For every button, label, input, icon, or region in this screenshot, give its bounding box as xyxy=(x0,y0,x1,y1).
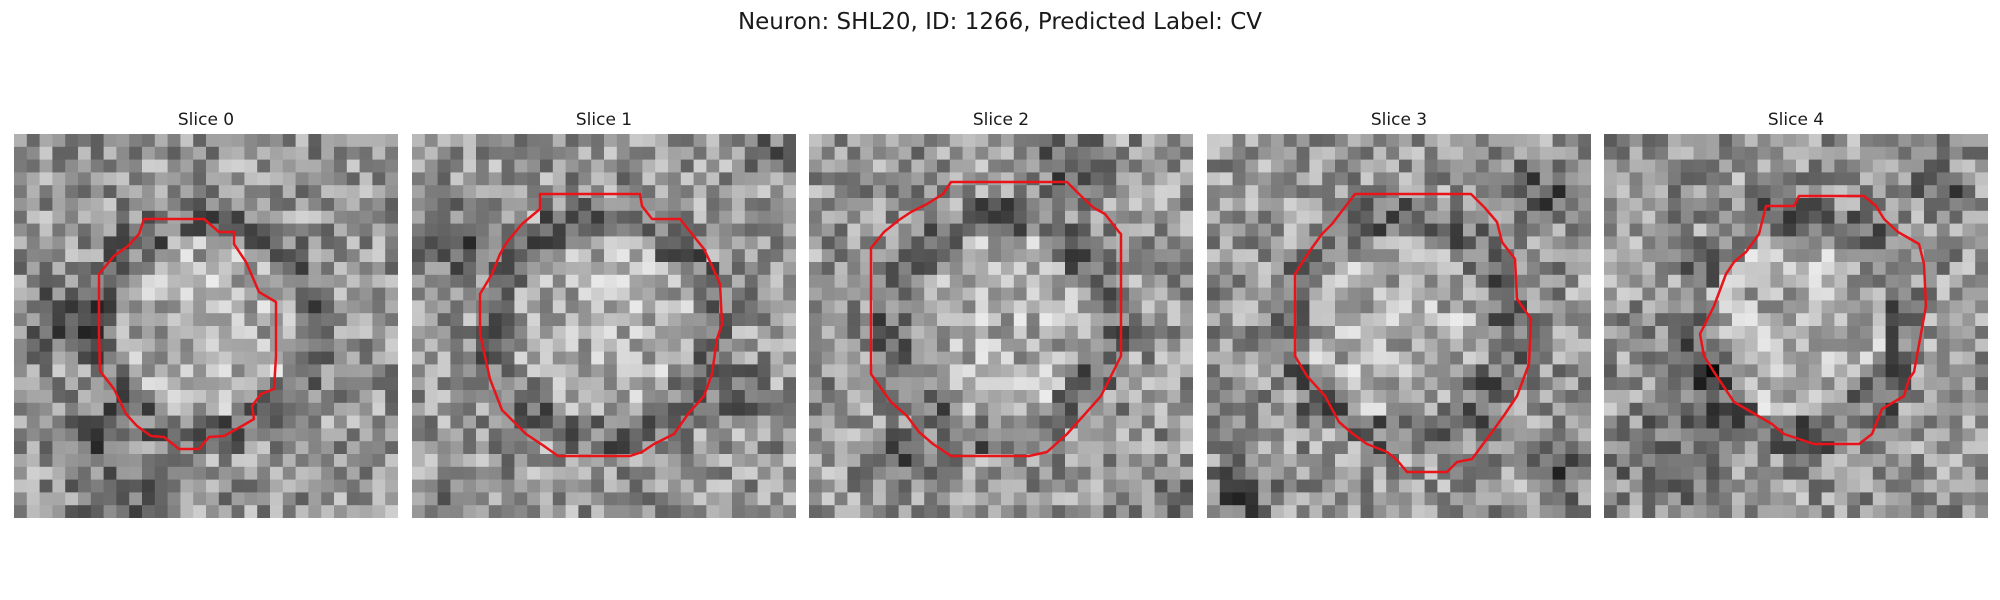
segmentation-contour-4 xyxy=(1698,194,1928,446)
segmentation-contour-3 xyxy=(1293,192,1533,474)
slice-title-1: Slice 1 xyxy=(575,110,633,130)
segmentation-contour-0 xyxy=(97,217,278,451)
slice-image-2 xyxy=(809,134,1193,518)
figure-title: Neuron: SHL20, ID: 1266, Predicted Label… xyxy=(737,9,1263,35)
slice-panel-2: Slice 2 xyxy=(809,108,1193,518)
grayscale-patch-1 xyxy=(412,134,796,518)
slice-panel-0: Slice 0 xyxy=(14,108,398,518)
slice-panel-3: Slice 3 xyxy=(1207,108,1591,518)
slice-title-0: Slice 0 xyxy=(177,110,235,130)
grayscale-patch-3 xyxy=(1207,134,1591,518)
grayscale-patch-2 xyxy=(809,134,1193,518)
slice-title-4: Slice 4 xyxy=(1767,110,1825,130)
slice-panel-4: Slice 4 xyxy=(1604,108,1988,518)
slice-image-1 xyxy=(412,134,796,518)
segmentation-contour-1 xyxy=(478,192,724,458)
slice-image-0 xyxy=(14,134,398,518)
segmentation-contour-2 xyxy=(869,180,1123,458)
slice-image-3 xyxy=(1207,134,1591,518)
slice-title-3: Slice 3 xyxy=(1370,110,1428,130)
grayscale-patch-0 xyxy=(14,134,398,518)
grayscale-patch-4 xyxy=(1604,134,1988,518)
slice-title-2: Slice 2 xyxy=(972,110,1030,130)
slice-image-4 xyxy=(1604,134,1988,518)
slice-panel-1: Slice 1 xyxy=(412,108,796,518)
